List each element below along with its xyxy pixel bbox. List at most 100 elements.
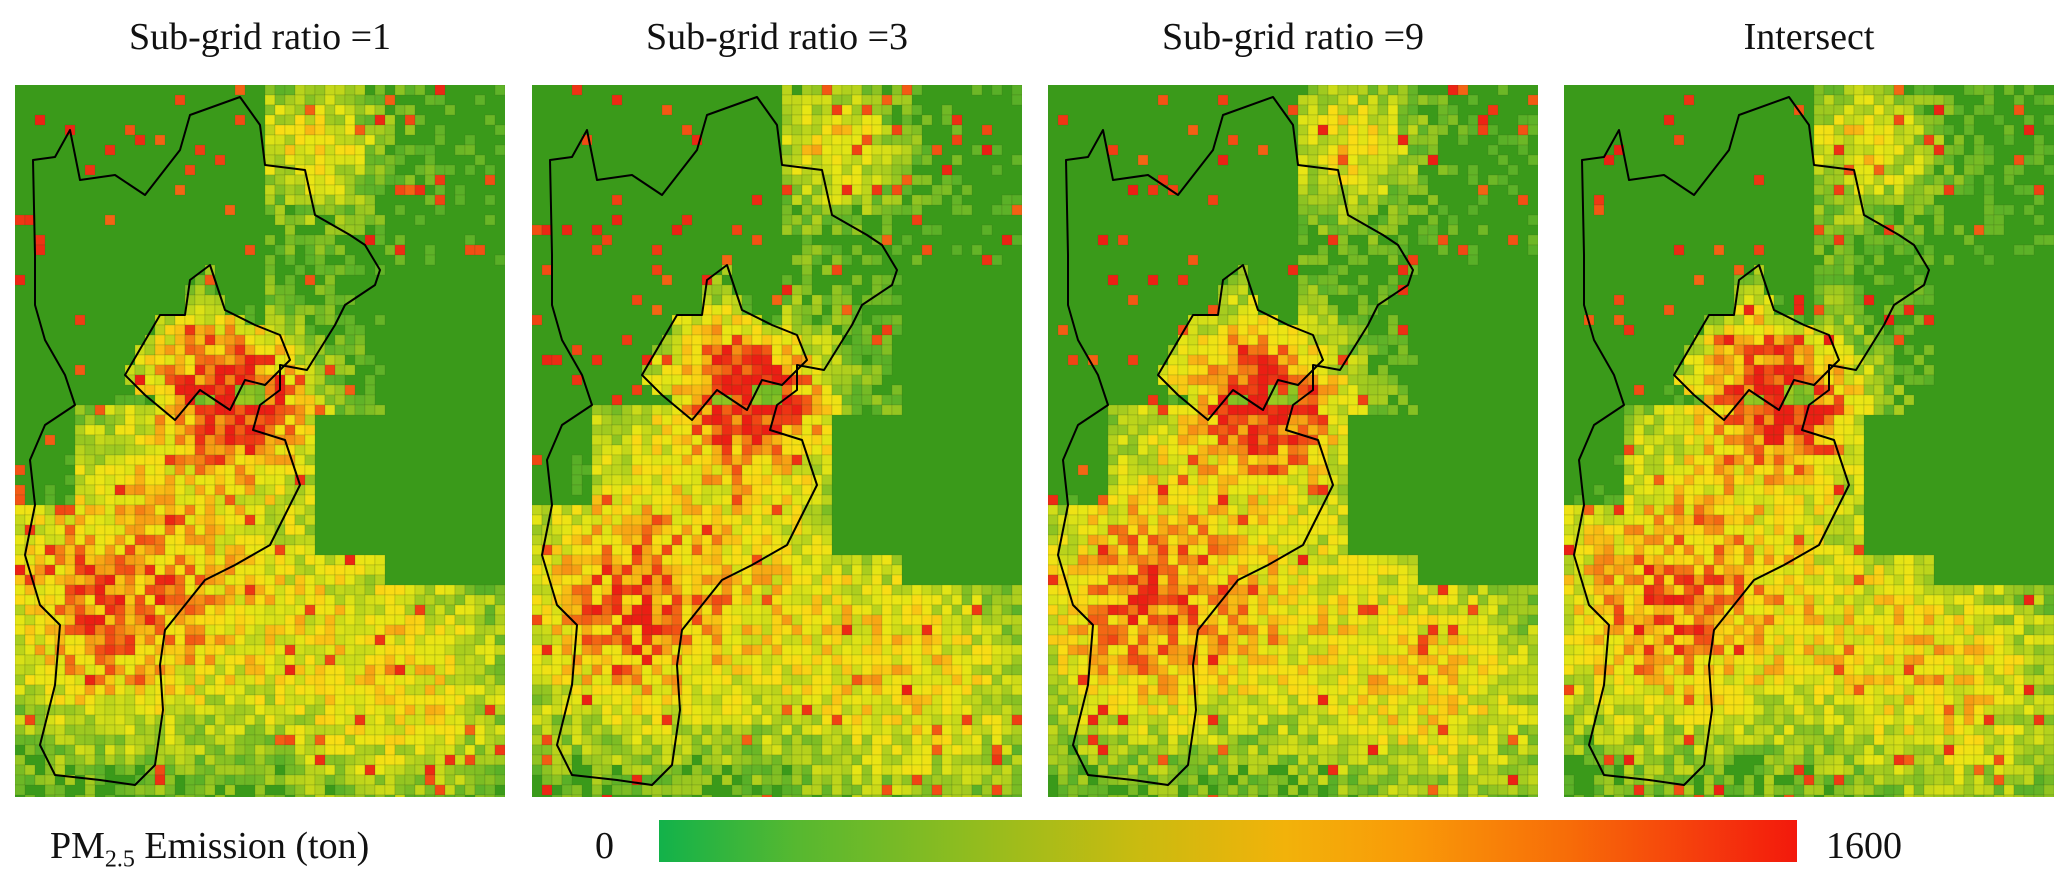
emission-cell	[254, 494, 266, 506]
emission-cell	[761, 414, 773, 426]
emission-cell	[1187, 384, 1199, 396]
emission-cell	[15, 544, 26, 556]
emission-cell	[1317, 194, 1329, 206]
emission-cell	[981, 624, 993, 636]
emission-cell	[1257, 334, 1269, 346]
emission-cell	[224, 364, 236, 376]
emission-cell	[1337, 154, 1349, 166]
emission-cell	[941, 694, 953, 706]
emission-cell	[194, 404, 206, 416]
emission-cell	[294, 334, 306, 346]
emission-cell	[661, 554, 673, 566]
emission-cell	[871, 254, 883, 266]
emission-cell	[1187, 354, 1199, 366]
emission-cell	[741, 474, 753, 486]
emission-cell	[464, 664, 476, 676]
emission-cell	[811, 494, 823, 506]
emission-cell	[364, 664, 376, 676]
emission-cell	[761, 464, 773, 476]
emission-cell	[184, 384, 196, 396]
emission-cell	[1277, 334, 1289, 346]
emission-cell	[324, 314, 336, 326]
emission-cell	[621, 614, 633, 626]
emission-cell	[314, 734, 326, 746]
emission-cell	[474, 694, 486, 706]
emission-cell	[1357, 304, 1369, 316]
emission-cell	[781, 474, 793, 486]
emission-cell	[1277, 414, 1289, 426]
emission-cell	[234, 754, 246, 766]
emission-cell	[871, 564, 883, 576]
emission-cell	[921, 714, 933, 726]
emission-cell	[1247, 464, 1259, 476]
emission-cell	[374, 634, 386, 646]
emission-cell	[761, 474, 773, 486]
emission-cell	[94, 494, 106, 506]
emission-cell	[214, 384, 226, 396]
emission-cell	[334, 204, 346, 216]
emission-cell	[144, 634, 156, 646]
emission-cell	[1467, 254, 1479, 266]
emission-cell	[851, 754, 863, 766]
emission-cell	[1527, 124, 1538, 136]
emission-cell	[124, 494, 136, 506]
emission-cell	[551, 524, 563, 536]
emission-cell	[681, 654, 693, 666]
emission-cell	[951, 604, 963, 616]
emission-cell	[264, 204, 276, 216]
emission-cell	[114, 544, 126, 556]
emission-cell	[294, 104, 306, 116]
emission-cell	[881, 394, 893, 406]
emission-cell	[891, 404, 903, 416]
emission-cell	[1247, 384, 1259, 396]
emission-cell	[1347, 144, 1359, 156]
emission-cell	[651, 744, 663, 756]
emission-cell	[881, 584, 893, 596]
emission-cell	[354, 174, 366, 186]
emission-cell	[591, 514, 603, 526]
emission-cell	[861, 644, 873, 656]
emission-cell	[274, 284, 286, 296]
emission-cell	[324, 684, 336, 696]
emission-cell	[901, 114, 913, 126]
emission-cell	[631, 624, 643, 636]
emission-cell	[891, 744, 903, 756]
emission-cell	[611, 504, 623, 516]
emission-cell	[1317, 424, 1329, 436]
emission-cell	[1217, 364, 1229, 376]
emission-cell	[84, 494, 96, 506]
emission-cell	[1107, 414, 1119, 426]
emission-cell	[15, 594, 26, 606]
emission-cell	[184, 764, 196, 776]
emission-cell	[801, 134, 813, 146]
emission-cell	[174, 584, 186, 596]
emission-cell	[871, 334, 883, 346]
emission-cell	[741, 594, 753, 606]
emission-cell	[274, 94, 286, 106]
emission-cell	[304, 634, 316, 646]
emission-cell	[561, 744, 573, 756]
emission-cell	[364, 694, 376, 706]
emission-cell	[1377, 184, 1389, 196]
emission-cell	[801, 584, 813, 596]
emission-cell	[334, 244, 346, 256]
emission-cell	[24, 734, 36, 746]
emission-cell	[15, 464, 26, 476]
emission-cell	[721, 674, 733, 686]
emission-cell	[304, 154, 316, 166]
emission-cell	[364, 164, 376, 176]
emission-cell	[1447, 214, 1459, 226]
emission-cell	[464, 694, 476, 706]
emission-cell	[801, 144, 813, 156]
emission-cell	[901, 104, 913, 116]
emission-cell	[821, 564, 833, 576]
emission-cell	[364, 764, 376, 776]
emission-cell	[314, 614, 326, 626]
emission-cell	[551, 354, 563, 366]
emission-cell	[364, 634, 376, 646]
emission-cell	[284, 274, 296, 286]
emission-cell	[1011, 724, 1022, 736]
emission-map-3	[1048, 85, 1538, 797]
emission-cell	[971, 684, 983, 696]
emission-cell	[711, 344, 723, 356]
